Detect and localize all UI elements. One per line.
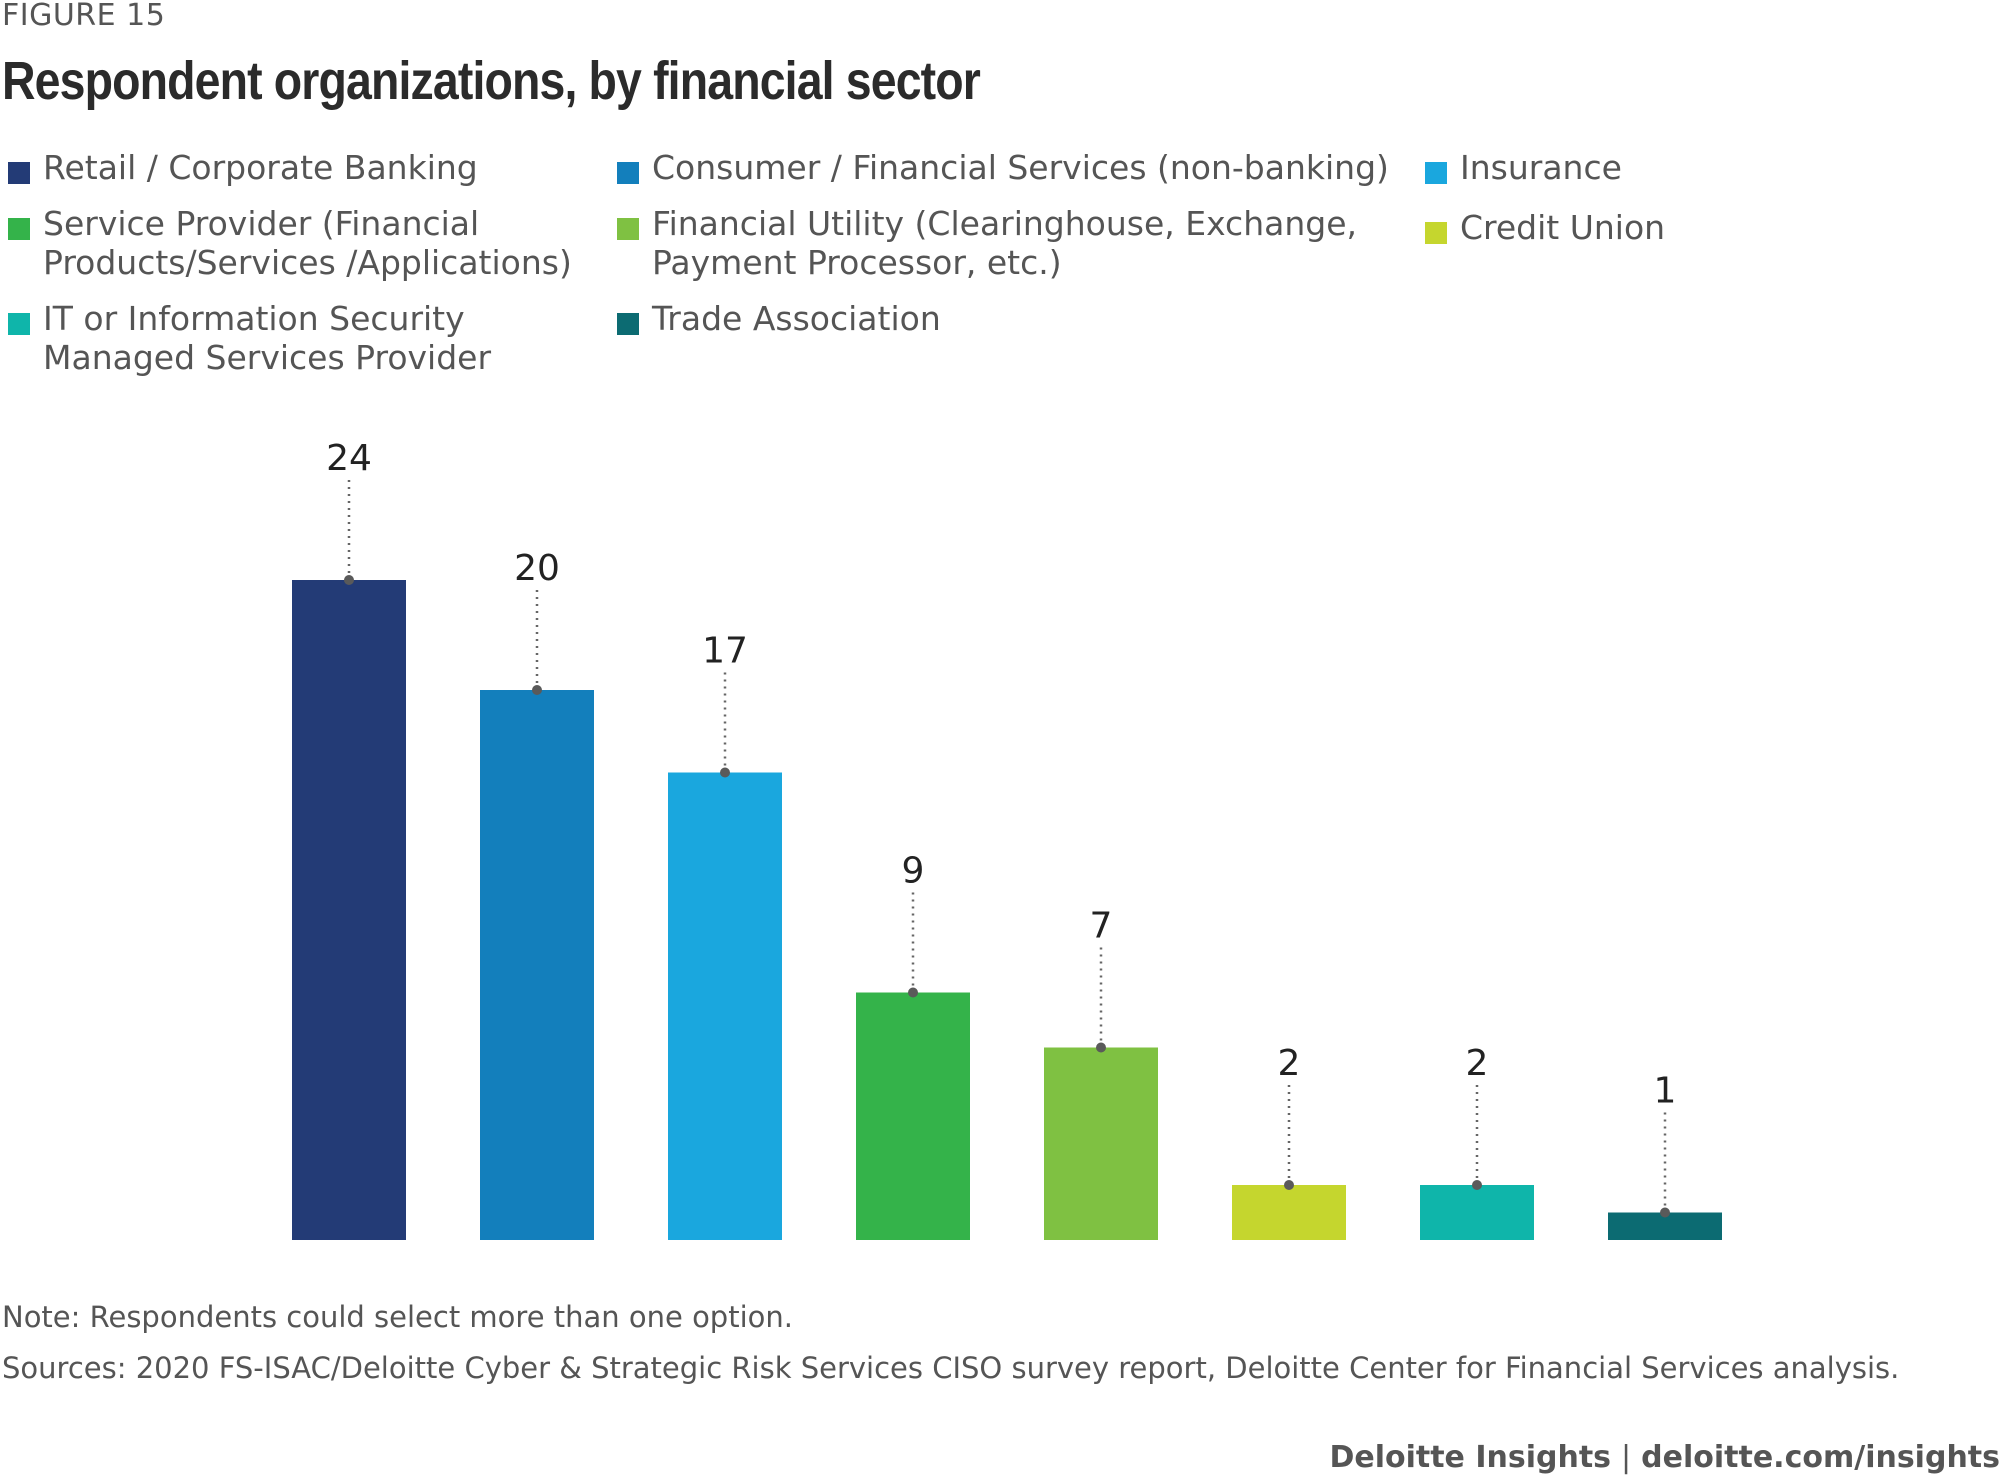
data-label: 2: [1466, 1043, 1489, 1084]
legend-swatch: [8, 218, 30, 240]
legend-label: Financial Utility (Clearinghouse, Exchan…: [652, 204, 1357, 282]
data-label: 17: [702, 631, 748, 672]
legend-swatch: [617, 162, 639, 184]
legend-label: IT or Information Security Managed Servi…: [43, 299, 492, 377]
legend-swatch: [1425, 162, 1447, 184]
footer-link[interactable]: deloitte.com/insights: [1641, 1440, 2000, 1475]
legend-item-credit-union: Credit Union: [1425, 208, 1665, 247]
footer: Deloitte Insights | deloitte.com/insights: [1329, 1440, 2000, 1475]
chart-sources: Sources: 2020 FS-ISAC/Deloitte Cyber & S…: [2, 1351, 1900, 1385]
data-label: 1: [1654, 1071, 1677, 1112]
data-label: 9: [902, 851, 925, 892]
data-label-anchor-dot: [344, 575, 354, 585]
legend-item-financial-utility: Financial Utility (Clearinghouse, Exchan…: [617, 204, 1357, 282]
legend-swatch: [617, 218, 639, 240]
legend-item-it-managed-services: IT or Information Security Managed Servi…: [8, 299, 491, 377]
data-label-anchor-dot: [1660, 1207, 1670, 1218]
data-label: 24: [326, 438, 372, 479]
legend-swatch: [617, 313, 639, 335]
data-label: 2: [1278, 1043, 1301, 1084]
bar: [1044, 1047, 1158, 1240]
legend-label: Consumer / Financial Services (non-banki…: [652, 148, 1389, 187]
legend-label: Retail / Corporate Banking: [43, 148, 478, 187]
legend-label: Credit Union: [1460, 208, 1666, 247]
legend-item-consumer-financial-services: Consumer / Financial Services (non-banki…: [617, 148, 1389, 187]
bar-chart-svg: 24 20 17 9 7 2 2 1: [292, 438, 1722, 1240]
data-label: 20: [514, 548, 560, 589]
legend-swatch: [8, 162, 30, 184]
bar: [480, 690, 594, 1240]
legend-label: Trade Association: [652, 299, 941, 338]
data-label-anchor-dot: [532, 685, 542, 695]
legend-item-trade-association: Trade Association: [617, 299, 941, 338]
bar: [1232, 1185, 1346, 1240]
bar: [668, 772, 782, 1240]
legend-swatch: [1425, 222, 1447, 244]
data-label-anchor-dot: [1472, 1180, 1482, 1190]
data-label-anchor-dot: [1096, 1042, 1106, 1053]
bar: [1420, 1185, 1534, 1240]
bar: [292, 580, 406, 1240]
chart-note: Note: Respondents could select more than…: [2, 1300, 793, 1334]
legend-item-service-provider: Service Provider (Financial Products/Ser…: [8, 204, 572, 282]
data-label-anchor-dot: [720, 767, 730, 778]
data-label-anchor-dot: [908, 987, 918, 998]
legend-item-insurance: Insurance: [1425, 148, 1622, 187]
figure-label: FIGURE 15: [2, 0, 166, 33]
legend-item-retail-corporate-banking: Retail / Corporate Banking: [8, 148, 478, 187]
legend-label: Insurance: [1460, 148, 1622, 187]
legend-label: Service Provider (Financial Products/Ser…: [43, 204, 572, 282]
footer-brand: Deloitte Insights: [1329, 1440, 1612, 1475]
data-label-anchor-dot: [1284, 1180, 1294, 1190]
legend-swatch: [8, 313, 30, 335]
footer-separator: |: [1621, 1440, 1632, 1475]
bar: [856, 992, 970, 1240]
chart-title: Respondent organizations, by financial s…: [2, 51, 981, 111]
chart-legend: Retail / Corporate Banking Consumer / Fi…: [0, 148, 1750, 388]
data-label: 7: [1090, 906, 1113, 947]
